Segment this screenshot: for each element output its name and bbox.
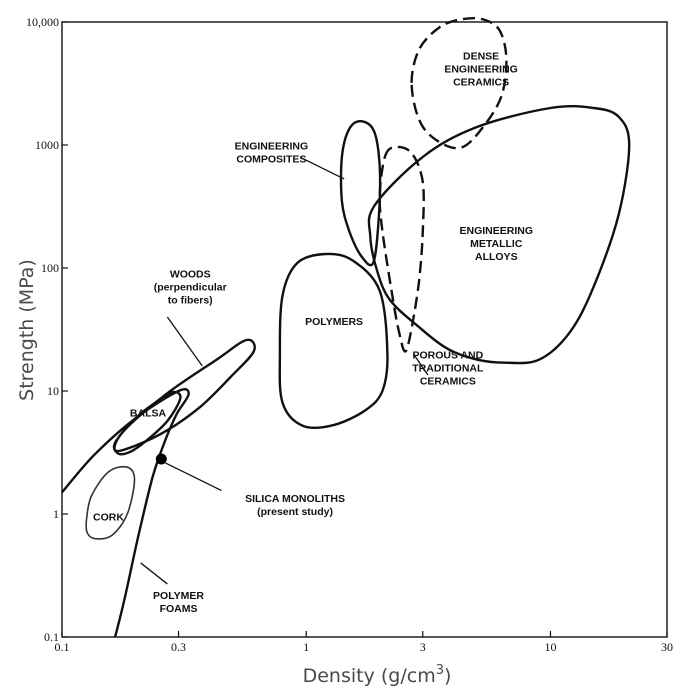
cork-region (85, 465, 136, 540)
dense-engineering-ceramics-label-line: DENSE (463, 50, 499, 62)
engineering-composites-label-line: COMPOSITES (236, 153, 306, 165)
engineering-composites-region (339, 119, 382, 267)
balsa-region (112, 390, 182, 456)
silica-monoliths-label-line: SILICA MONOLITHS (245, 493, 345, 505)
silica-monoliths-point (155, 453, 167, 465)
polymer-foams-label: POLYMER FOAMS (153, 590, 204, 615)
woods-perpendicular-to-fibers-label-line: to fibers) (168, 294, 213, 306)
engineering-metallic-alloys-label: ENGINEERING METALLIC ALLOYS (460, 225, 534, 263)
porous-and-traditional-ceramics-leader (412, 353, 429, 376)
regions-layer (61, 16, 631, 638)
woods-perpendicular-to-fibers-region (113, 338, 256, 453)
leaders-layer (140, 157, 429, 585)
y-axis-title: Strength (MPa) (16, 259, 38, 401)
woods-perpendicular-to-fibers-leader (166, 316, 203, 367)
y-tick-label: 10,000 (26, 15, 59, 29)
engineering-metallic-alloys-region (367, 104, 631, 365)
porous-and-traditional-ceramics-region (378, 145, 425, 353)
woods-perpendicular-to-fibers-label: WOODS (perpendicular to fibers) (154, 268, 227, 306)
balsa-label: BALSA (130, 407, 167, 419)
polymers-region (278, 252, 389, 430)
polymer-foams-leader (140, 562, 168, 585)
engineering-metallic-alloys-label-line: ALLOYS (475, 251, 518, 263)
engineering-composites-leader (300, 157, 345, 180)
engineering-composites-label: ENGINEERING COMPOSITES (235, 140, 309, 165)
y-tick-label: 0.1 (44, 630, 59, 644)
x-tick-label: 0.3 (171, 640, 186, 654)
engineering-metallic-alloys-label-line: ENGINEERING (460, 225, 534, 237)
polymer-foams-label-line: FOAMS (160, 603, 198, 615)
y-tick-label: 10 (47, 384, 59, 398)
polymers-label: POLYMERS (305, 316, 363, 328)
porous-and-traditional-ceramics-label-line: CERAMICS (420, 376, 476, 388)
x-tick-label: 10 (544, 640, 556, 654)
woods-perpendicular-to-fibers-label-line: (perpendicular (154, 281, 227, 293)
x-tick-label: 3 (420, 640, 426, 654)
silica-monoliths-label-line: (present study) (257, 506, 333, 518)
woods-perpendicular-to-fibers-label-line: WOODS (170, 268, 211, 280)
x-tick-label: 0.1 (55, 640, 70, 654)
engineering-metallic-alloys-label-line: METALLIC (470, 238, 523, 250)
balsa-label-line: BALSA (130, 407, 167, 419)
porous-and-traditional-ceramics-label: POROUS AND TRADITIONAL CERAMICS (412, 350, 484, 388)
dense-engineering-ceramics-region (410, 16, 508, 150)
ticks-layer: 0.1 0.3 1 3 10 30 0.1 1 10 100 1000 10,000 (26, 15, 673, 654)
plot-frame (61, 21, 668, 638)
x-tick-label: 1 (303, 640, 309, 654)
cork-label: CORK (93, 512, 124, 524)
dense-engineering-ceramics-label-line: ENGINEERING (444, 63, 518, 75)
x-tick-label: 30 (661, 640, 673, 654)
cork-label-line: CORK (93, 512, 124, 524)
dense-engineering-ceramics-label: DENSE ENGINEERING CERAMICS (444, 50, 518, 88)
y-tick-label: 100 (41, 261, 59, 275)
x-axis-title: Density (g/cm3) (303, 663, 452, 687)
plot-frame-layer (61, 21, 668, 638)
porous-and-traditional-ceramics-label-line: TRADITIONAL (412, 363, 484, 375)
polymers-label-line: POLYMERS (305, 316, 363, 328)
y-tick-label: 1000 (35, 138, 59, 152)
points-layer (155, 453, 167, 465)
silica-monoliths-label: SILICA MONOLITHS (present study) (245, 493, 345, 518)
x-axis-title-superscript: 3 (436, 663, 444, 678)
dense-engineering-ceramics-label-line: CERAMICS (453, 76, 509, 88)
silica-monoliths-leader (165, 462, 222, 492)
porous-and-traditional-ceramics-label-line: POROUS AND (412, 350, 483, 362)
engineering-composites-label-line: ENGINEERING (235, 140, 309, 152)
polymer-foams-label-line: POLYMER (153, 590, 204, 602)
polymer-foams-region (61, 388, 190, 638)
y-tick-label: 1 (53, 507, 59, 521)
